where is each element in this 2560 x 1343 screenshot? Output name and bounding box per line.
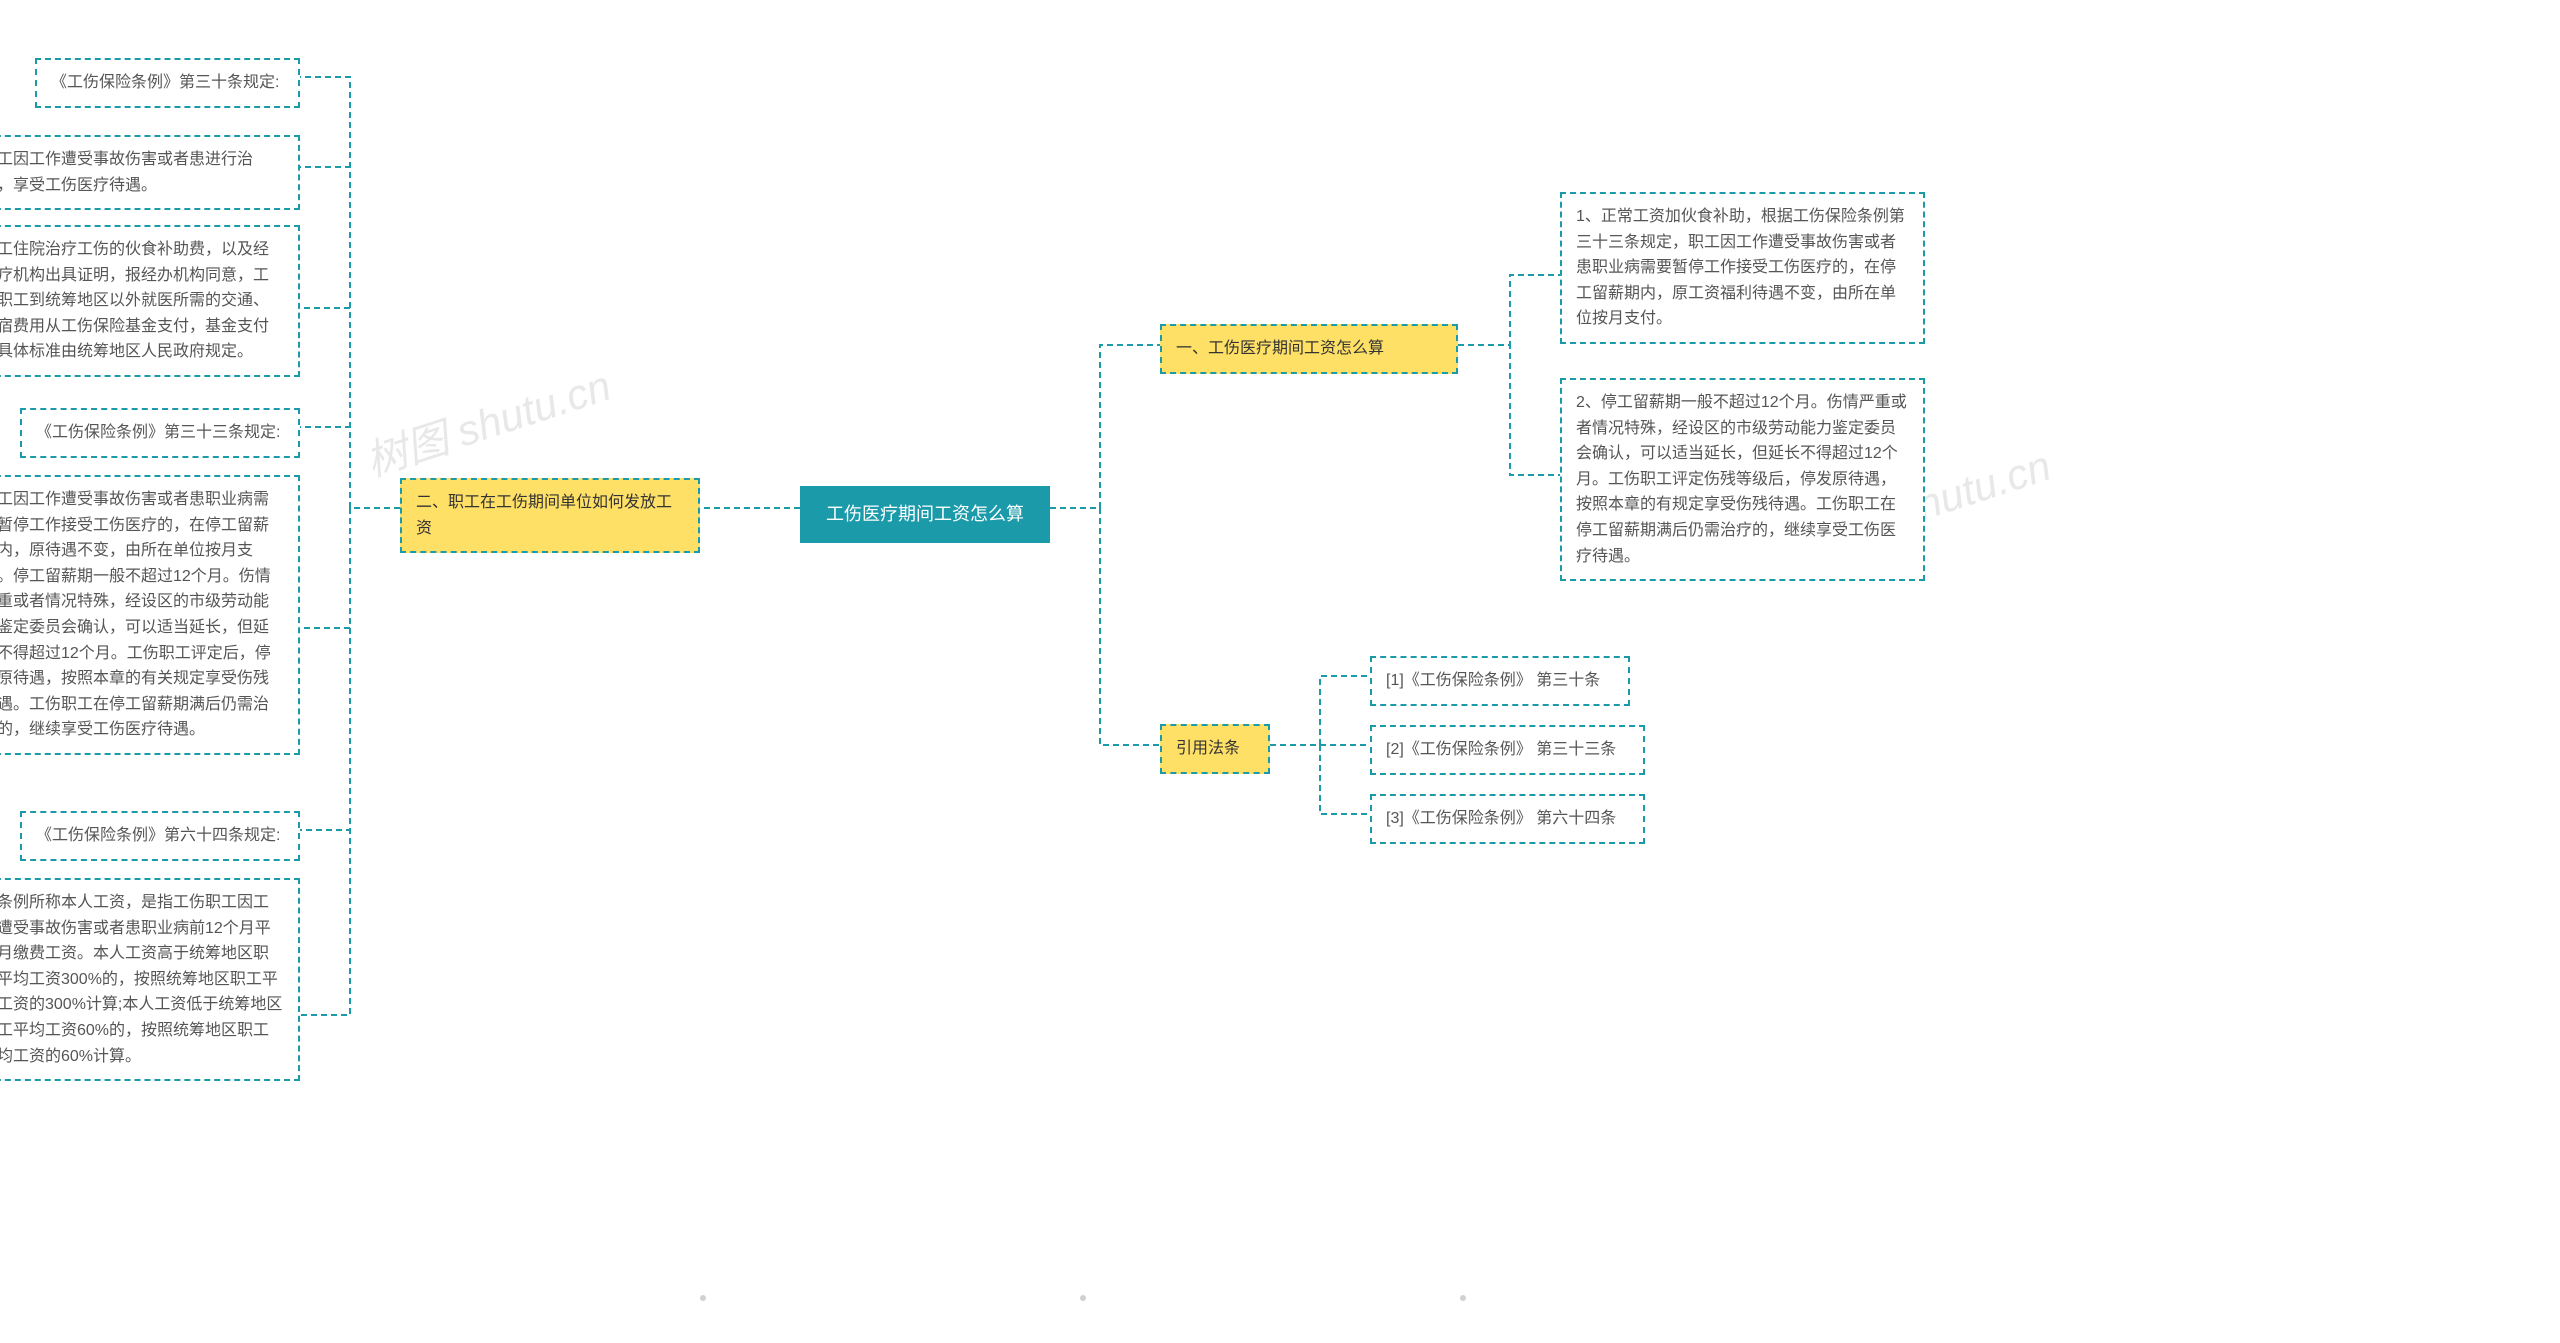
branch-two: 二、职工在工伤期间单位如何发放工资: [400, 478, 700, 553]
decorative-dot: [1080, 1295, 1086, 1301]
leaf-node: 职工住院治疗工伤的伙食补助费，以及经医疗机构出具证明，报经办机构同意，工伤职工到…: [0, 225, 300, 377]
leaf-node: 1、正常工资加伙食补助，根据工伤保险条例第三十三条规定，职工因工作遭受事故伤害或…: [1560, 192, 1925, 344]
branch-citations: 引用法条: [1160, 724, 1270, 774]
decorative-dot: [700, 1295, 706, 1301]
leaf-node: 本条例所称本人工资，是指工伤职工因工作遭受事故伤害或者患职业病前12个月平均月缴…: [0, 878, 300, 1081]
watermark: 树图 shutu.cn: [357, 352, 618, 489]
connectors-svg: [0, 0, 2560, 1343]
leaf-node: 《工伤保险条例》第三十条规定:: [35, 58, 300, 108]
decorative-dot: [1460, 1295, 1466, 1301]
leaf-node: 《工伤保险条例》第三十三条规定:: [20, 408, 300, 458]
root-node: 工伤医疗期间工资怎么算: [800, 486, 1050, 543]
branch-one: 一、工伤医疗期间工资怎么算: [1160, 324, 1458, 374]
leaf-node: [3]《工伤保险条例》 第六十四条: [1370, 794, 1645, 844]
leaf-node: 2、停工留薪期一般不超过12个月。伤情严重或者情况特殊，经设区的市级劳动能力鉴定…: [1560, 378, 1925, 581]
leaf-node: 《工伤保险条例》第六十四条规定:: [20, 811, 300, 861]
leaf-node: 职工因工作遭受事故伤害或者患进行治疗，享受工伤医疗待遇。: [0, 135, 300, 210]
leaf-node: 职工因工作遭受事故伤害或者患职业病需要暂停工作接受工伤医疗的，在停工留薪期内，原…: [0, 475, 300, 755]
leaf-node: [2]《工伤保险条例》 第三十三条: [1370, 725, 1645, 775]
leaf-node: [1]《工伤保险条例》 第三十条: [1370, 656, 1630, 706]
